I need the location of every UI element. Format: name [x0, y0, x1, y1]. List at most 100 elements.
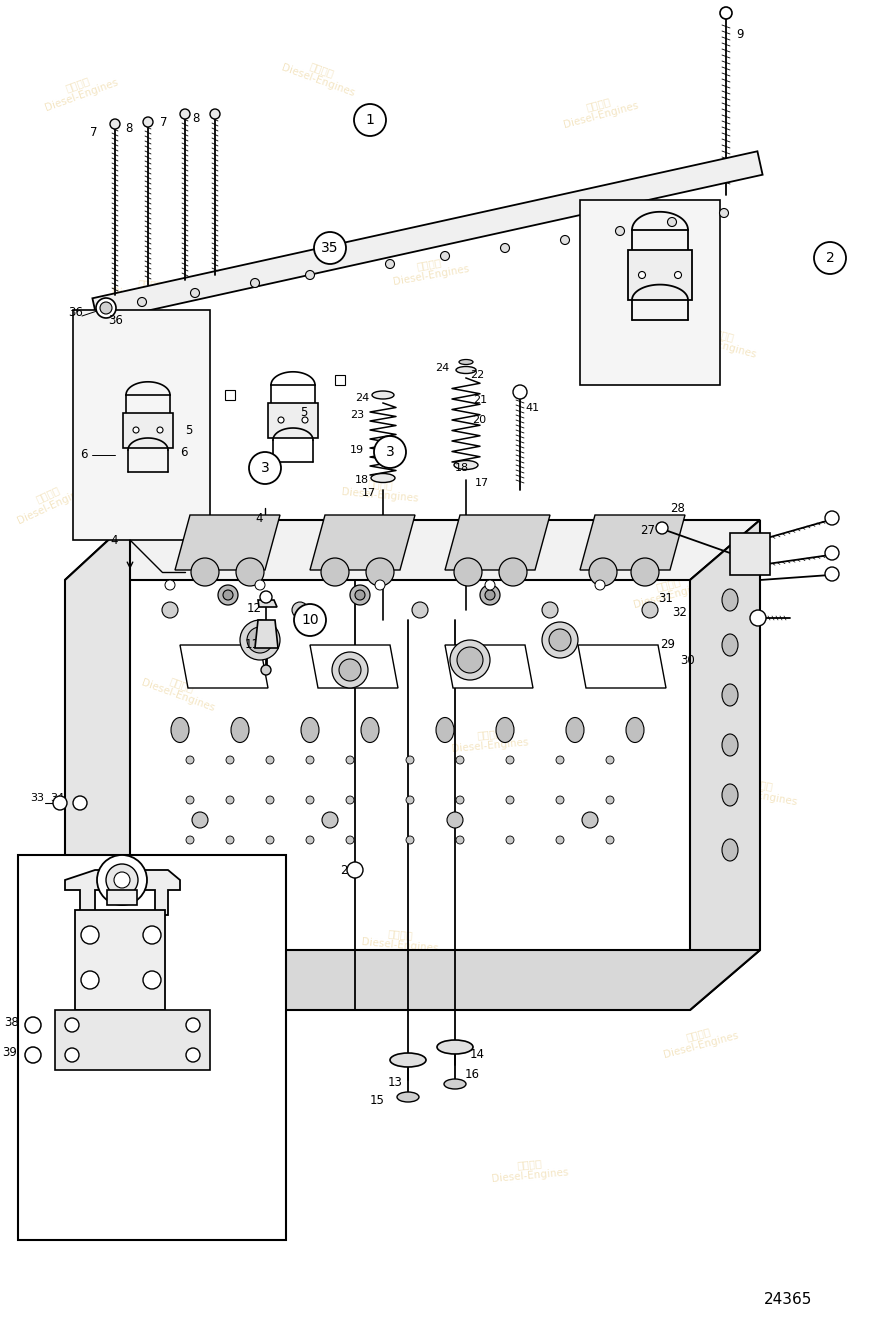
Circle shape: [412, 602, 428, 618]
Bar: [225, 390, 235, 400]
Bar: [18, 855, 286, 1240]
Polygon shape: [310, 515, 415, 569]
Circle shape: [81, 926, 99, 945]
Circle shape: [720, 7, 732, 18]
Text: 紫发动力
Diesel-Engines: 紫发动力 Diesel-Engines: [140, 667, 220, 713]
Ellipse shape: [722, 589, 738, 612]
Circle shape: [454, 557, 482, 587]
Polygon shape: [578, 645, 666, 688]
Circle shape: [86, 868, 130, 911]
Text: 17: 17: [475, 478, 490, 487]
Text: 28: 28: [670, 502, 685, 514]
Circle shape: [73, 797, 87, 810]
Ellipse shape: [301, 717, 319, 742]
Text: 32: 32: [672, 606, 687, 620]
Ellipse shape: [437, 1040, 473, 1054]
Text: 36: 36: [108, 313, 123, 326]
Circle shape: [186, 1018, 200, 1032]
Text: 紫发动力
Diesel-Engines: 紫发动力 Diesel-Engines: [360, 926, 440, 954]
Circle shape: [266, 797, 274, 804]
Circle shape: [133, 427, 139, 433]
Circle shape: [556, 836, 564, 844]
Circle shape: [456, 797, 464, 804]
Circle shape: [100, 303, 112, 314]
Circle shape: [406, 756, 414, 764]
Text: 36: 36: [68, 305, 83, 318]
Circle shape: [332, 653, 368, 688]
Ellipse shape: [454, 461, 478, 469]
Circle shape: [261, 664, 271, 675]
Polygon shape: [310, 645, 398, 688]
Circle shape: [668, 218, 676, 226]
Circle shape: [347, 863, 363, 878]
Circle shape: [294, 604, 326, 635]
Ellipse shape: [171, 717, 189, 742]
Circle shape: [186, 1048, 200, 1062]
Circle shape: [143, 118, 153, 127]
Polygon shape: [107, 890, 137, 905]
Ellipse shape: [722, 634, 738, 657]
Ellipse shape: [397, 1092, 419, 1102]
Circle shape: [210, 110, 220, 119]
Polygon shape: [123, 413, 173, 448]
Circle shape: [240, 620, 280, 660]
Circle shape: [162, 602, 178, 618]
Ellipse shape: [372, 391, 394, 399]
Circle shape: [137, 297, 147, 306]
Circle shape: [223, 590, 233, 600]
Text: 5: 5: [300, 406, 307, 419]
Text: 5: 5: [185, 424, 192, 436]
Polygon shape: [730, 532, 770, 575]
Circle shape: [606, 836, 614, 844]
Circle shape: [447, 812, 463, 828]
Polygon shape: [690, 520, 760, 1011]
Circle shape: [456, 756, 464, 764]
Text: 4: 4: [255, 511, 263, 524]
Text: 24365: 24365: [764, 1292, 812, 1308]
Polygon shape: [180, 645, 268, 688]
Text: 41: 41: [525, 403, 539, 413]
Circle shape: [106, 864, 138, 896]
Circle shape: [480, 585, 500, 605]
Text: 25: 25: [340, 864, 355, 877]
Ellipse shape: [626, 717, 644, 742]
Text: 3: 3: [261, 461, 270, 476]
Text: 3: 3: [385, 445, 394, 458]
Text: 紫发动力
Diesel-Engines: 紫发动力 Diesel-Engines: [50, 917, 130, 963]
Text: 14: 14: [470, 1049, 485, 1062]
Circle shape: [302, 417, 308, 423]
Circle shape: [406, 836, 414, 844]
Text: 7: 7: [160, 115, 167, 128]
Text: 12: 12: [247, 601, 262, 614]
Text: 8: 8: [125, 122, 133, 135]
Circle shape: [226, 756, 234, 764]
Circle shape: [314, 232, 346, 264]
Polygon shape: [580, 199, 720, 384]
Circle shape: [250, 279, 260, 288]
Circle shape: [561, 235, 570, 244]
Circle shape: [180, 110, 190, 119]
Text: 17: 17: [362, 487, 376, 498]
Circle shape: [825, 546, 839, 560]
Text: 8: 8: [192, 111, 199, 124]
Circle shape: [266, 836, 274, 844]
Circle shape: [25, 1017, 41, 1033]
Polygon shape: [93, 152, 763, 322]
Text: 11: 11: [245, 638, 260, 651]
Circle shape: [441, 251, 449, 260]
Text: 21: 21: [473, 395, 487, 406]
Ellipse shape: [371, 473, 395, 482]
Polygon shape: [255, 620, 278, 649]
Circle shape: [542, 622, 578, 658]
Circle shape: [589, 557, 617, 587]
Polygon shape: [580, 515, 685, 569]
Polygon shape: [628, 250, 692, 300]
Ellipse shape: [722, 684, 738, 705]
Circle shape: [218, 585, 238, 605]
Ellipse shape: [456, 366, 476, 374]
Bar: [335, 375, 345, 384]
Circle shape: [190, 288, 199, 297]
Text: 紫发动力
Diesel-Engines: 紫发动力 Diesel-Engines: [140, 1116, 220, 1164]
Circle shape: [65, 1018, 79, 1032]
Ellipse shape: [361, 717, 379, 742]
